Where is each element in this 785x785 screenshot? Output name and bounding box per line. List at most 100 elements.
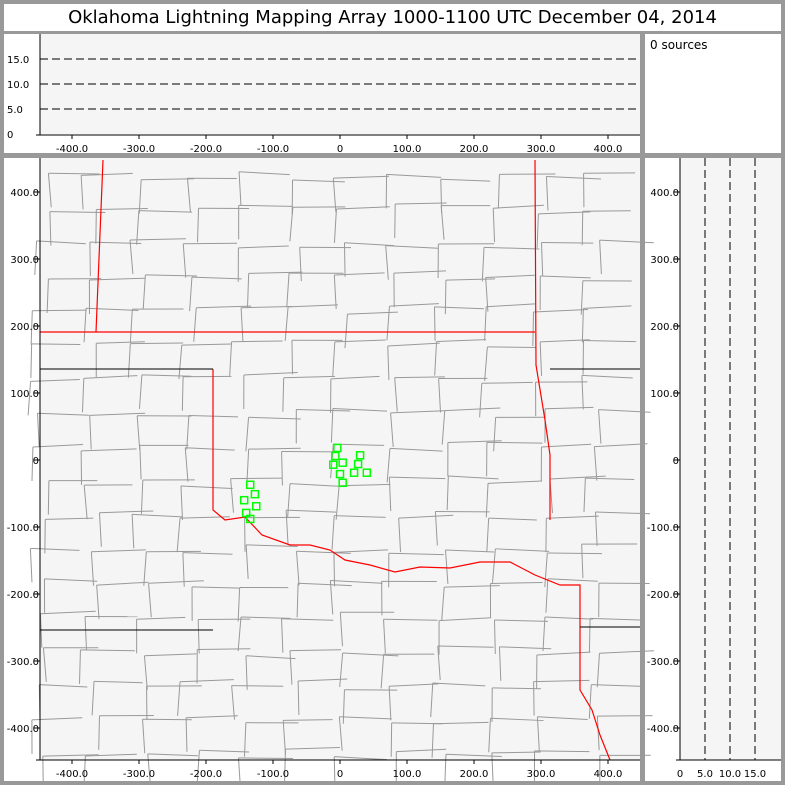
county-line <box>446 475 449 511</box>
county-line <box>287 483 291 518</box>
county-line <box>332 408 388 412</box>
county-line <box>437 645 441 681</box>
county-line <box>580 280 584 315</box>
county-line <box>238 245 289 249</box>
county-line <box>140 479 144 515</box>
county-line <box>245 655 296 660</box>
county-line <box>333 443 385 446</box>
county-line <box>245 417 250 452</box>
y-tick-label: -300.0 <box>647 657 679 668</box>
x-tick-label: 200.0 <box>460 769 489 780</box>
county-line <box>339 652 344 688</box>
county-line <box>289 650 293 685</box>
county-line <box>186 715 238 719</box>
county-line <box>47 173 52 208</box>
county-line <box>83 308 87 343</box>
y-tick-label: 0 <box>673 456 679 467</box>
county-line <box>331 515 335 550</box>
county-line <box>499 646 552 650</box>
county-line <box>493 417 497 452</box>
county-line <box>197 619 200 654</box>
county-line <box>285 510 289 545</box>
county-line <box>486 441 543 444</box>
county-line <box>595 511 651 515</box>
county-line <box>91 681 95 716</box>
county-line <box>197 208 200 243</box>
county-line <box>46 278 49 313</box>
county-line <box>31 446 34 481</box>
county-line <box>30 547 80 551</box>
county-line <box>231 685 284 687</box>
county-line <box>599 240 602 275</box>
county-line <box>83 375 138 379</box>
county-line <box>80 649 135 652</box>
county-line <box>184 447 189 482</box>
county-line <box>240 616 291 619</box>
county-line <box>598 409 602 444</box>
county-line <box>148 583 152 618</box>
county-line <box>338 716 343 751</box>
county-line <box>34 240 38 275</box>
county-line <box>581 375 584 410</box>
y-tick-label: 400.0 <box>650 188 679 199</box>
county-line <box>444 549 449 585</box>
county-line <box>386 448 391 483</box>
county-line <box>585 477 635 480</box>
county-line <box>333 552 336 587</box>
y-tick-label: -100.0 <box>7 523 39 534</box>
county-line <box>281 451 283 486</box>
county-line <box>438 378 442 413</box>
county-line <box>189 277 193 312</box>
y-tick-label: -200.0 <box>647 590 679 601</box>
county-line <box>333 274 337 310</box>
lma-station <box>329 460 338 469</box>
county-line <box>281 618 284 653</box>
county-line <box>344 314 348 349</box>
county-line <box>282 377 285 412</box>
lma-station <box>245 480 255 490</box>
state-border <box>212 369 611 761</box>
county-line <box>486 303 535 308</box>
county-line <box>246 449 250 484</box>
county-line <box>289 207 294 242</box>
y-tick-label: 200.0 <box>650 322 679 333</box>
county-line <box>32 309 87 312</box>
x-tick-label: 15.0 <box>744 769 766 780</box>
county-line <box>444 280 447 315</box>
county-line <box>590 617 644 621</box>
lma-station <box>353 459 363 469</box>
county-line <box>544 616 594 620</box>
y-tick-label: 300.0 <box>650 255 679 266</box>
county-line <box>333 175 390 179</box>
county-line <box>440 205 445 240</box>
county-line <box>143 655 148 690</box>
county-line <box>285 747 340 750</box>
county-line <box>386 173 442 178</box>
county-line <box>445 753 502 757</box>
county-line <box>339 716 392 720</box>
county-line <box>181 376 184 411</box>
x-tick-label: 400.0 <box>594 144 623 155</box>
y-tick-label: 15.0 <box>7 55 29 66</box>
county-line <box>286 273 290 308</box>
x-tick-label: -300.0 <box>123 769 155 780</box>
county-line <box>83 755 86 785</box>
county-line <box>27 381 32 416</box>
county-line <box>29 548 33 583</box>
county-line <box>583 478 586 513</box>
county-line <box>333 549 389 553</box>
county-line <box>490 717 544 722</box>
county-line <box>433 721 489 725</box>
county-line <box>85 753 137 757</box>
county-line <box>544 553 548 588</box>
county-line <box>136 210 140 245</box>
county-line <box>385 245 389 280</box>
county-line <box>237 757 241 785</box>
county-line <box>437 645 494 648</box>
y-tick-label: -400.0 <box>7 724 39 735</box>
county-line <box>136 616 186 620</box>
county-line <box>588 618 591 653</box>
county-line <box>541 443 592 448</box>
county-line <box>380 654 385 689</box>
county-line <box>289 483 346 488</box>
